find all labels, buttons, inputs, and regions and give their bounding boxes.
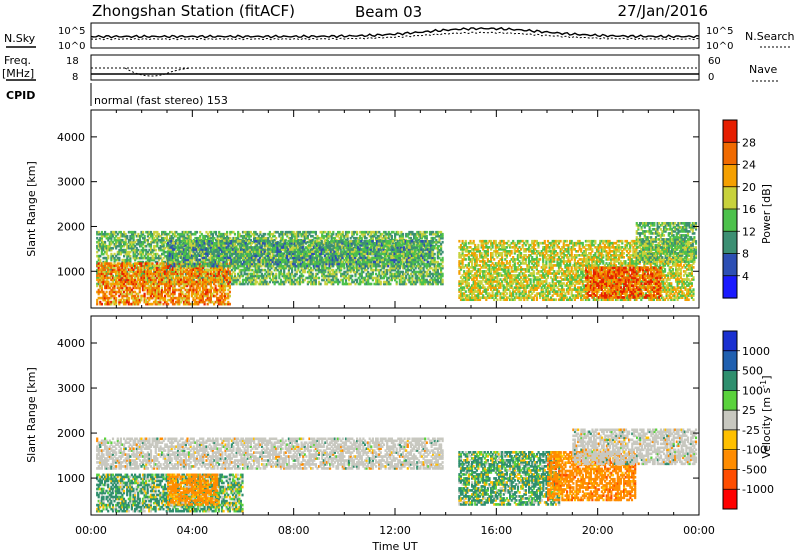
power-data	[96, 222, 697, 305]
y-tick-label: 4000	[57, 131, 85, 144]
colorbar-tick-label: 20	[742, 181, 756, 194]
nave-tick-high: 60	[708, 56, 721, 67]
colorbar-tick-label: 12	[742, 225, 756, 238]
nsky-line	[91, 28, 699, 38]
y-tick-label: 1000	[57, 265, 85, 278]
velocity-colorbar-label: Velocity [m s-1]	[759, 375, 773, 458]
freq-label: Freq.	[4, 54, 31, 67]
x-tick-label: 04:00	[176, 524, 208, 537]
time-axis-label: Time UT	[371, 540, 417, 553]
y-tick-label: 3000	[57, 176, 85, 189]
colorbar-swatch	[723, 450, 737, 470]
power-ylabel: Slant Range [km]	[25, 161, 38, 257]
colorbar-swatch	[723, 331, 737, 351]
colorbar-swatch	[723, 390, 737, 410]
colorbar-swatch	[723, 187, 737, 210]
colorbar-swatch	[723, 351, 737, 371]
nave-tick-low: 0	[708, 72, 714, 83]
y-tick-label: 2000	[57, 427, 85, 440]
cpid-text: normal (fast stereo) 153	[94, 94, 228, 107]
colorbar-swatch	[723, 469, 737, 489]
velocity-data	[96, 429, 697, 513]
colorbar-tick-label: 24	[742, 159, 756, 172]
colorbar-tick-label: 8	[742, 248, 749, 261]
freq-unit: [MHz]	[2, 67, 34, 80]
colorbar-swatch	[723, 120, 737, 143]
station-title: Zhongshan Station (fitACF)	[92, 2, 295, 20]
x-tick-label: 08:00	[278, 524, 310, 537]
colorbar-swatch	[723, 254, 737, 277]
velocity-panel: 1000 2000 3000 4000 Slant Range [km]	[25, 316, 699, 515]
colorbar-tick-label: 1000	[742, 345, 770, 358]
freq-panel: Freq. [MHz] 18 8 60 0 Nave	[2, 54, 780, 83]
colorbar-tick-label: 25	[742, 404, 756, 417]
colorbar-tick-label: 16	[742, 203, 756, 216]
noise-panel: N.Sky 10^5 10^0 10^5 10^0 N.Search	[4, 23, 795, 52]
colorbar-swatch	[723, 142, 737, 165]
colorbar-swatch	[723, 430, 737, 450]
nave-dip	[125, 68, 190, 76]
y-tick-label: 4000	[57, 337, 85, 350]
beam-label: Beam 03	[355, 3, 422, 21]
time-axis-labels: 00:00 04:00 08:00 12:00 16:00 20:00 00:00	[75, 524, 715, 537]
colorbar-swatch	[723, 209, 737, 232]
x-tick-label: 00:00	[75, 524, 107, 537]
colorbar-tick-label: 4	[742, 270, 749, 283]
velocity-ylabel: Slant Range [km]	[25, 367, 38, 463]
colorbar-tick-label: -500	[742, 463, 767, 476]
x-tick-label: 20:00	[582, 524, 614, 537]
y-tick-label: 1000	[57, 472, 85, 485]
colorbar-swatch	[723, 165, 737, 188]
date-label: 27/Jan/2016	[618, 2, 709, 20]
noise-tick-low-right: 10^0	[706, 41, 733, 52]
cpid-label: CPID	[6, 89, 35, 102]
noise-tick-low-left: 10^0	[58, 41, 85, 52]
x-tick-label: 12:00	[379, 524, 411, 537]
nsky-label: N.Sky	[4, 32, 36, 45]
colorbar-swatch	[723, 489, 737, 509]
colorbar-swatch	[723, 276, 737, 299]
colorbar-tick-label: -1000	[742, 483, 774, 496]
nave-label: Nave	[749, 63, 777, 76]
noise-tick-high-right: 10^5	[706, 26, 733, 37]
y-tick-label: 2000	[57, 220, 85, 233]
colorbar-swatch	[723, 231, 737, 254]
colorbar-tick-label: -25	[742, 424, 760, 437]
noise-tick-high-left: 10^5	[58, 26, 85, 37]
freq-tick-high: 18	[66, 56, 79, 67]
colorbar-swatch	[723, 371, 737, 391]
colorbar-tick-label: 28	[742, 136, 756, 149]
x-tick-label: 16:00	[480, 524, 512, 537]
power-colorbar-label: Power [dB]	[760, 184, 773, 244]
nsearch-label: N.Search	[745, 30, 795, 43]
colorbar-swatch	[723, 410, 737, 430]
power-colorbar: 4 8 12 16 20 24 28	[723, 120, 756, 299]
y-tick-label: 3000	[57, 382, 85, 395]
freq-tick-low: 8	[72, 72, 78, 83]
x-tick-label: 00:00	[683, 524, 715, 537]
power-panel: 1000 2000 3000 4000 Slant Range [km]	[25, 110, 699, 308]
